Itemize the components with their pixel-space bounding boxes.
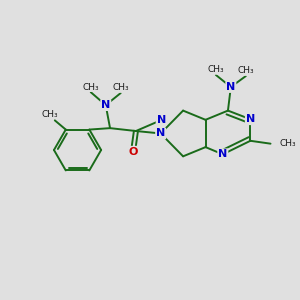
- Text: CH₃: CH₃: [41, 110, 58, 118]
- Text: CH₃: CH₃: [208, 65, 224, 74]
- Text: N: N: [101, 100, 110, 110]
- Text: N: N: [218, 149, 227, 159]
- Text: CH₃: CH₃: [279, 139, 296, 148]
- Text: N: N: [157, 115, 166, 125]
- Text: O: O: [128, 147, 138, 157]
- Text: CH₃: CH₃: [112, 83, 129, 92]
- Text: CH₃: CH₃: [238, 66, 254, 75]
- Text: N: N: [156, 128, 165, 139]
- Text: CH₃: CH₃: [82, 82, 99, 91]
- Text: N: N: [226, 82, 236, 92]
- Text: N: N: [246, 114, 255, 124]
